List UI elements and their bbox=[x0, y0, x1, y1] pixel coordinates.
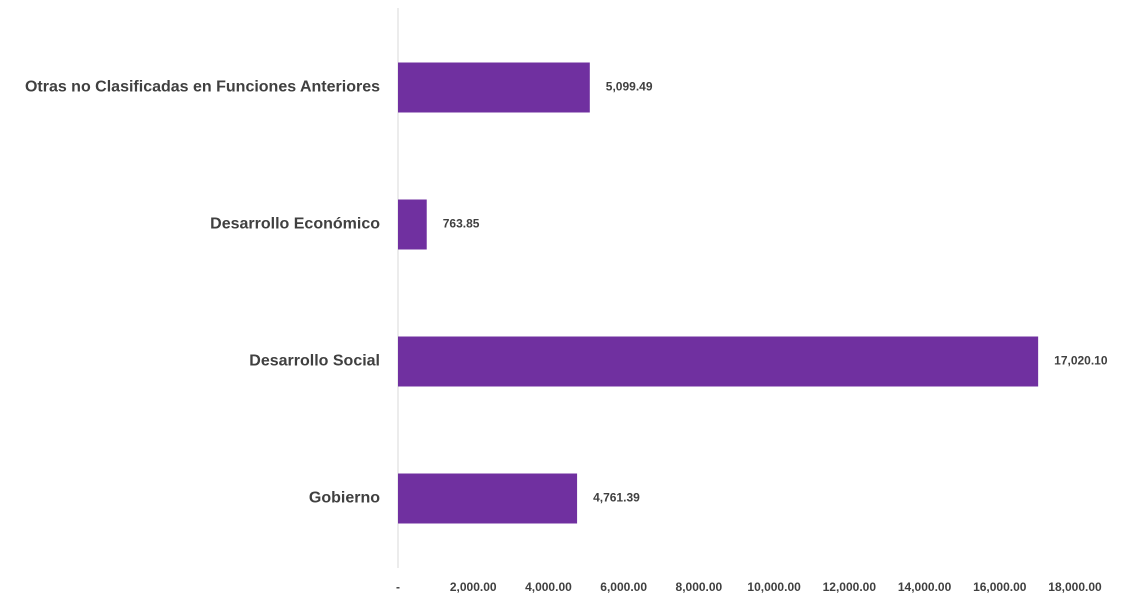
x-tick-label-0: - bbox=[396, 580, 400, 594]
x-tick-label-5: 10,000.00 bbox=[747, 580, 801, 594]
x-tick-label-8: 16,000.00 bbox=[973, 580, 1027, 594]
x-tick-label-2: 4,000.00 bbox=[525, 580, 572, 594]
category-label-1: Desarrollo Económico bbox=[210, 216, 380, 233]
value-labels-group: 5,099.49 763.85 17,020.10 4,761.39 bbox=[443, 80, 1108, 505]
value-label-3: 4,761.39 bbox=[593, 491, 640, 505]
value-label-1: 763.85 bbox=[443, 217, 480, 231]
value-label-2: 17,020.10 bbox=[1054, 354, 1108, 368]
x-tick-label-6: 12,000.00 bbox=[823, 580, 877, 594]
x-tick-label-4: 8,000.00 bbox=[676, 580, 723, 594]
bar-3 bbox=[398, 473, 578, 524]
x-tick-label-3: 6,000.00 bbox=[600, 580, 647, 594]
category-label-3: Gobierno bbox=[309, 490, 380, 507]
x-tick-label-7: 14,000.00 bbox=[898, 580, 952, 594]
category-label-2: Desarrollo Social bbox=[249, 353, 380, 370]
bar-0 bbox=[398, 62, 590, 113]
category-label-0: Otras no Clasificadas en Funciones Anter… bbox=[25, 79, 380, 96]
x-axis-ticks-group: - 2,000.00 4,000.00 6,000.00 8,000.00 10,000.… bbox=[396, 580, 1102, 594]
value-label-0: 5,099.49 bbox=[606, 80, 653, 94]
bars-group bbox=[398, 62, 1039, 524]
bar-2 bbox=[398, 336, 1039, 387]
category-labels-group: Otras no Clasificadas en Funciones Anter… bbox=[25, 79, 380, 507]
bar-1 bbox=[398, 199, 427, 250]
x-tick-label-9: 18,000.00 bbox=[1048, 580, 1102, 594]
x-tick-label-1: 2,000.00 bbox=[450, 580, 497, 594]
